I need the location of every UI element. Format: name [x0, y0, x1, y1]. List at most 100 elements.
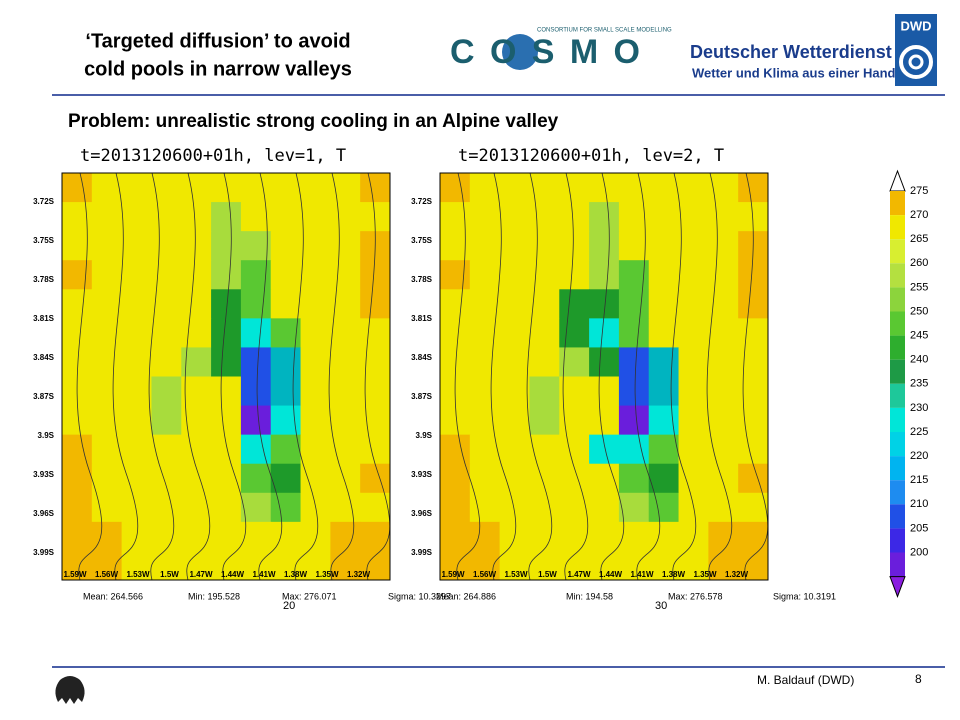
colorbar-label: 250: [910, 305, 928, 317]
temperature-cell: [529, 463, 560, 494]
cosmo-tagline: CONSORTIUM FOR SMALL SCALE MODELLING: [537, 28, 672, 34]
colorbar-segment: [890, 480, 905, 505]
streamline: [454, 172, 481, 581]
title-line: ‘Targeted diffusion’ to avoid: [85, 30, 350, 52]
temperature-cell: [678, 318, 709, 348]
streamline: [670, 172, 697, 581]
temperature-cell: [589, 260, 620, 290]
stat: Min: 194.58: [566, 591, 613, 601]
temperature-cell: [300, 318, 331, 348]
temperature-cell: [151, 231, 182, 261]
x-tick-label: 1.56W: [473, 570, 497, 579]
temperature-cell: [360, 347, 391, 377]
temperature-cell: [648, 521, 680, 552]
temperature-cell: [440, 318, 471, 348]
temperature-cell: [499, 550, 530, 581]
temperature-cell: [618, 289, 650, 319]
temperature-cell: [529, 260, 560, 290]
temperature-cell: [648, 202, 680, 232]
temperature-cell: [360, 289, 391, 319]
colorbar-segment: [890, 456, 905, 481]
temperature-cell: [648, 173, 680, 203]
temperature-cell: [270, 492, 302, 523]
temperature-cell: [469, 231, 501, 261]
streamline: [148, 172, 175, 581]
temperature-cell: [529, 376, 560, 407]
temperature-cell: [300, 405, 331, 436]
temperature-cell: [738, 434, 769, 465]
y-tick-label: 3.9S: [38, 431, 55, 440]
plot-frame: [439, 172, 769, 581]
temperature-cell: [211, 173, 242, 203]
temperature-cell: [618, 231, 650, 261]
temperature-cell: [300, 173, 331, 203]
streamline: [490, 172, 517, 581]
temperature-cell: [708, 231, 739, 261]
temperature-cell: [270, 521, 302, 552]
temperature-cell: [151, 318, 182, 348]
streamline: [220, 172, 247, 581]
temperature-cell: [499, 173, 530, 203]
temperature-cell: [440, 260, 471, 290]
x-tick-label: 1.47W: [567, 570, 591, 579]
temperature-cell: [121, 434, 152, 465]
temperature-cell: [559, 550, 590, 581]
dwd-slogan: Wetter und Klima aus einer Hand: [692, 65, 896, 80]
streamline: [706, 172, 733, 581]
colorbar-label: 230: [910, 402, 928, 414]
temperature-cell: [440, 289, 471, 319]
temperature-cell: [469, 289, 501, 319]
temperature-cell: [559, 434, 590, 465]
temperature-cell: [211, 202, 242, 232]
x-tick-label: 1.5W: [538, 570, 557, 579]
temperature-cell: [151, 202, 182, 232]
y-tick-label: 3.84S: [411, 353, 433, 362]
temperature-cell: [211, 376, 242, 407]
colorbar-segment: [890, 552, 905, 577]
temperature-cell: [618, 173, 650, 203]
temperature-cell: [91, 521, 123, 552]
temperature-cell: [738, 347, 769, 377]
colorbar-segment: [890, 383, 905, 408]
temperature-cell: [91, 376, 123, 407]
contour-interval: 30: [655, 600, 667, 612]
colorbar-label: 235: [910, 378, 928, 390]
temperature-cell: [499, 202, 530, 232]
streamline: [634, 172, 661, 581]
cosmo-logo: COSMO: [450, 33, 640, 71]
temperature-cell: [589, 521, 620, 552]
y-tick-label: 3.81S: [33, 314, 55, 323]
temperature-cell: [151, 376, 182, 407]
temperature-cell: [91, 492, 123, 523]
temperature-cell: [181, 202, 212, 232]
temperature-cell: [559, 376, 590, 407]
stat: Max: 276.071: [282, 591, 337, 601]
temperature-cell: [181, 521, 212, 552]
subtitle: Problem: unrealistic strong cooling in a…: [68, 111, 559, 132]
temperature-cell: [121, 260, 152, 290]
colorbar-segment: [890, 359, 905, 384]
y-tick-label: 3.93S: [411, 470, 433, 479]
x-tick-label: 1.59W: [63, 570, 87, 579]
temperature-cell: [648, 347, 680, 377]
y-tick-label: 3.84S: [33, 353, 55, 362]
temperature-cell: [529, 289, 560, 319]
temperature-cell: [240, 405, 272, 436]
temperature-cell: [121, 347, 152, 377]
colorbar-label: 245: [910, 330, 928, 342]
x-tick-label: 1.44W: [221, 570, 245, 579]
temperature-cell: [469, 260, 501, 290]
temperature-cell: [330, 202, 361, 232]
temperature-cell: [440, 521, 471, 552]
colorbar-segment: [890, 407, 905, 432]
temperature-cell: [181, 231, 212, 261]
colorbar-segment: [890, 239, 905, 264]
temperature-cell: [211, 550, 242, 581]
temperature-cell: [559, 289, 590, 319]
colorbar-label: 200: [910, 546, 928, 558]
x-tick-label: 1.53W: [504, 570, 528, 579]
temperature-cell: [678, 550, 709, 581]
x-tick-label: 1.59W: [441, 570, 465, 579]
temperature-cell: [589, 550, 620, 581]
